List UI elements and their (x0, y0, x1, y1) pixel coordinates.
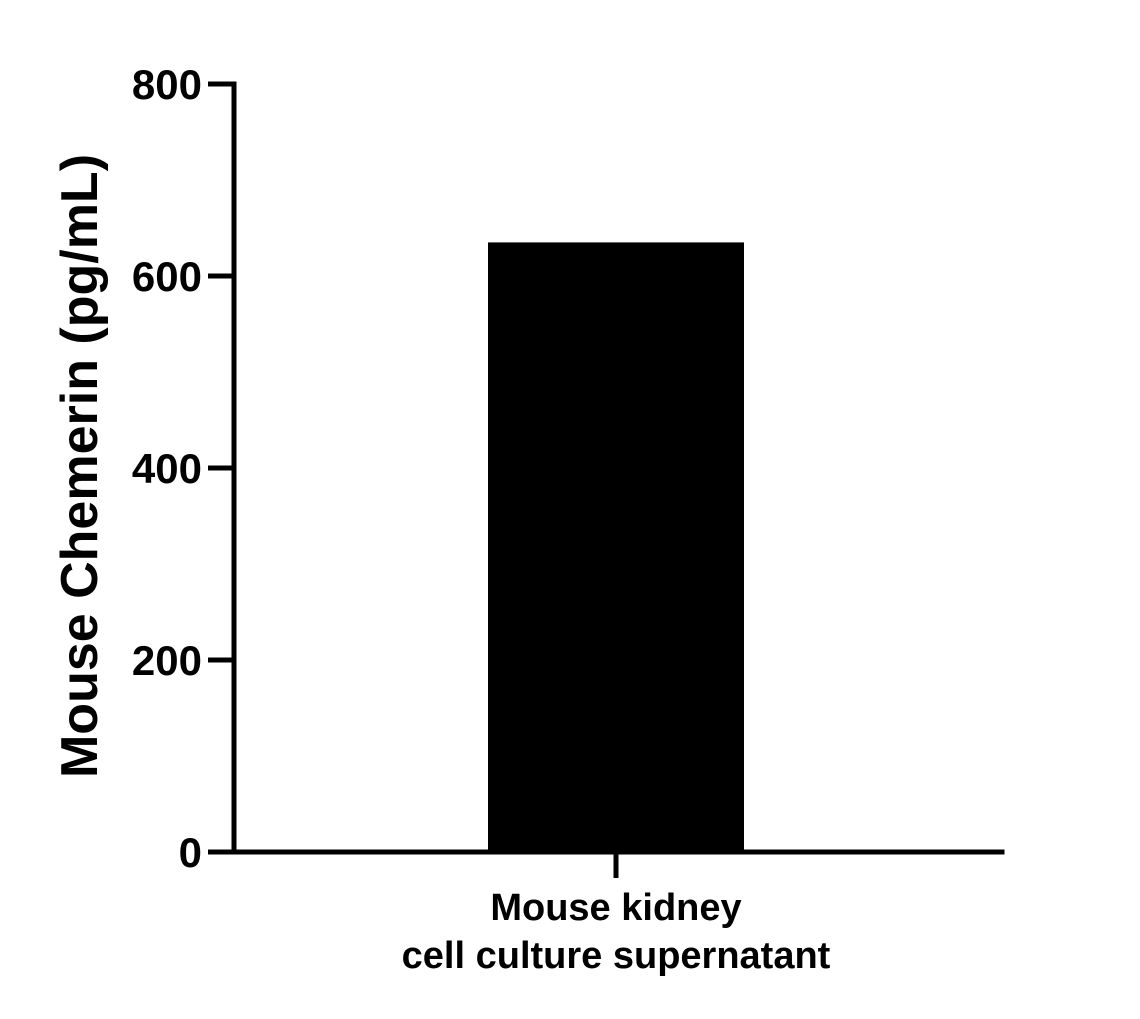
y-axis-label: Mouse Chemerin (pg/mL) (51, 154, 109, 778)
y-ticks: 0 200 400 600 800 (132, 61, 234, 876)
y-tick-label: 200 (132, 637, 202, 684)
x-ticks: Mouse kidney cell culture supernatant (402, 852, 831, 977)
bars-layer (488, 242, 744, 852)
x-tick-label: Mouse kidney cell culture supernatant (402, 887, 831, 977)
y-tick-label: 800 (132, 61, 202, 108)
y-tick-label: 400 (132, 445, 202, 492)
y-tick-label: 0 (179, 829, 202, 876)
y-tick-label: 600 (132, 253, 202, 300)
bar (488, 242, 744, 852)
